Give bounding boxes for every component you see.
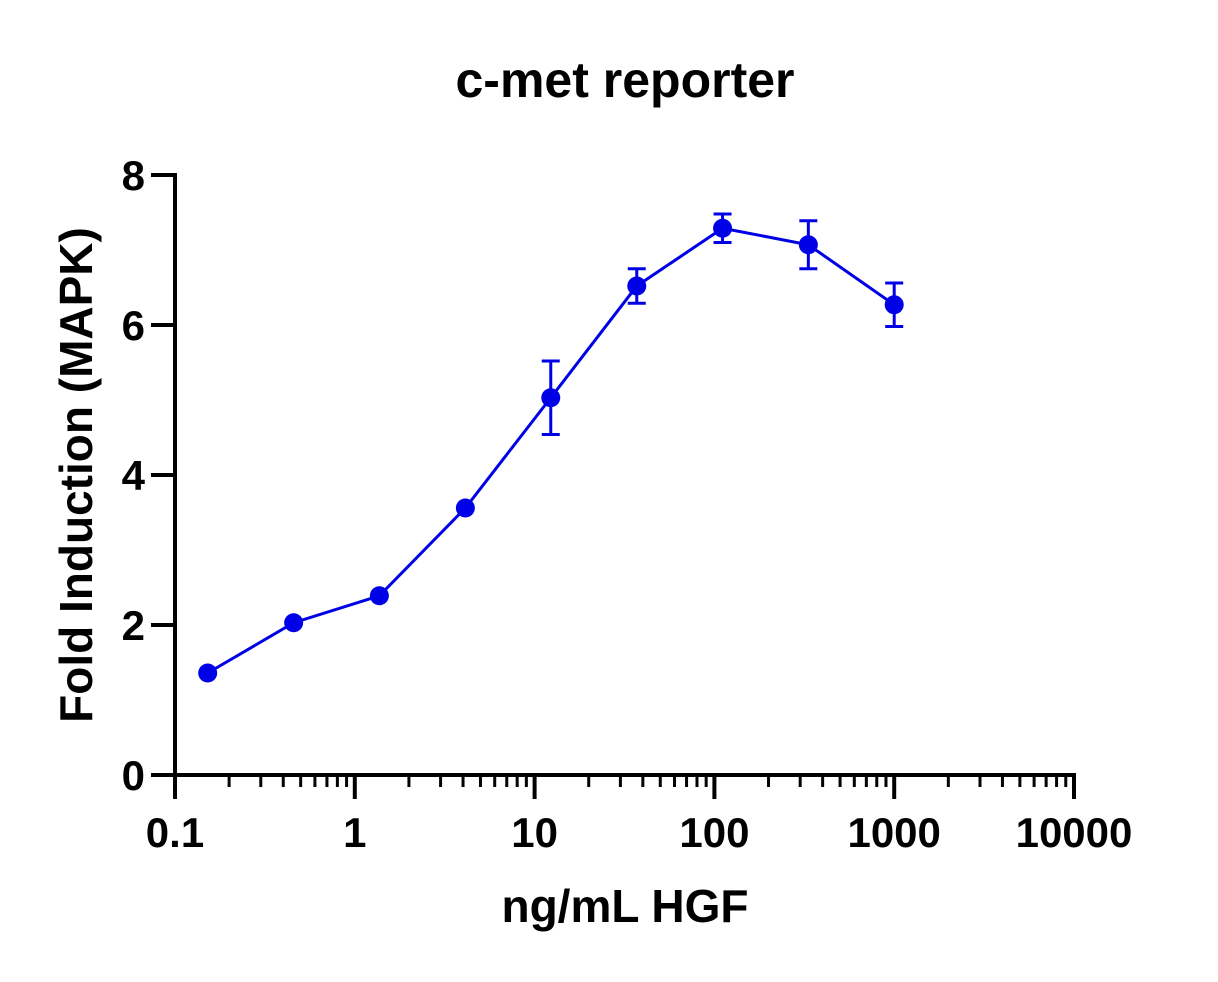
- data-point-marker: [713, 218, 733, 238]
- series-line: [206, 226, 896, 675]
- x-axis-label: ng/mL HGF: [501, 880, 748, 932]
- x-tick-label: 100: [679, 809, 749, 856]
- y-axis-label: Fold Induction (MAPK): [50, 227, 102, 723]
- data-point-marker: [284, 613, 304, 633]
- data-point-marker: [455, 498, 475, 518]
- chart-title: c-met reporter: [456, 52, 795, 108]
- x-tick-label: 10000: [1016, 809, 1133, 856]
- data-point-marker: [198, 663, 218, 683]
- y-tick-label: 0: [122, 752, 145, 799]
- y-tick-label: 6: [122, 302, 145, 349]
- data-point-marker: [369, 586, 389, 606]
- x-tick-label: 10: [511, 809, 558, 856]
- data-point-marker: [627, 276, 647, 296]
- y-tick-label: 4: [122, 452, 146, 499]
- data-series: [198, 212, 904, 683]
- data-point-marker: [884, 295, 904, 315]
- y-tick-label: 2: [122, 602, 145, 649]
- data-point-marker: [798, 235, 818, 255]
- x-tick-label: 1000: [847, 809, 940, 856]
- x-axis: 0.1 1 10 100 1000 10000: [146, 773, 1133, 856]
- x-tick-label: 1: [343, 809, 366, 856]
- y-tick-label: 8: [122, 152, 145, 199]
- x-tick-label: 0.1: [146, 809, 204, 856]
- data-point-marker: [541, 388, 561, 408]
- y-axis: 0 2 4 6 8: [122, 152, 177, 799]
